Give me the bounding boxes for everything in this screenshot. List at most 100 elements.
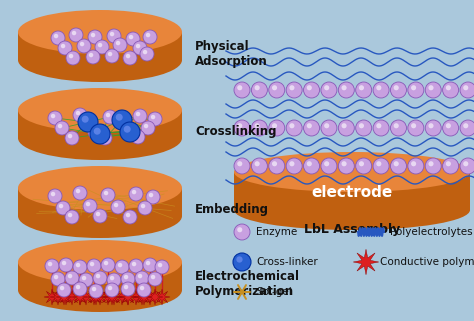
Circle shape <box>89 53 93 57</box>
Polygon shape <box>64 289 80 305</box>
Circle shape <box>356 120 372 136</box>
Circle shape <box>86 202 90 206</box>
Circle shape <box>463 161 468 166</box>
Circle shape <box>116 41 120 45</box>
Circle shape <box>373 158 389 174</box>
Circle shape <box>443 158 459 174</box>
Circle shape <box>54 34 58 38</box>
Circle shape <box>110 32 114 36</box>
Circle shape <box>98 43 102 47</box>
Circle shape <box>460 120 474 136</box>
Circle shape <box>107 29 121 43</box>
Circle shape <box>91 128 95 132</box>
Circle shape <box>425 82 441 98</box>
Ellipse shape <box>18 38 182 82</box>
Circle shape <box>88 125 102 139</box>
Polygon shape <box>128 289 144 305</box>
Circle shape <box>93 209 107 223</box>
Circle shape <box>143 258 157 272</box>
Circle shape <box>463 85 468 90</box>
Circle shape <box>391 120 407 136</box>
Circle shape <box>116 114 123 121</box>
Circle shape <box>57 283 71 297</box>
Circle shape <box>55 121 69 135</box>
Polygon shape <box>147 289 163 305</box>
Circle shape <box>341 85 346 90</box>
Circle shape <box>272 123 277 128</box>
Circle shape <box>118 263 122 267</box>
Circle shape <box>338 158 354 174</box>
Circle shape <box>289 85 294 90</box>
Circle shape <box>234 82 250 98</box>
Circle shape <box>391 82 407 98</box>
Circle shape <box>76 189 80 193</box>
Circle shape <box>255 85 260 90</box>
Circle shape <box>376 85 382 90</box>
Circle shape <box>373 120 389 136</box>
Circle shape <box>96 274 100 278</box>
Circle shape <box>98 131 112 145</box>
Circle shape <box>141 204 145 208</box>
Circle shape <box>66 51 80 65</box>
Circle shape <box>136 112 140 116</box>
Polygon shape <box>353 249 379 275</box>
Circle shape <box>90 124 110 144</box>
Circle shape <box>269 82 285 98</box>
Circle shape <box>391 158 407 174</box>
Polygon shape <box>104 289 120 305</box>
Circle shape <box>155 260 169 274</box>
Circle shape <box>94 128 100 135</box>
Polygon shape <box>18 262 182 290</box>
Circle shape <box>62 261 66 265</box>
Circle shape <box>106 113 110 117</box>
Circle shape <box>408 158 424 174</box>
Circle shape <box>251 82 267 98</box>
Circle shape <box>89 284 103 298</box>
Circle shape <box>143 30 157 44</box>
Circle shape <box>356 82 372 98</box>
Circle shape <box>73 282 87 296</box>
Circle shape <box>105 49 119 63</box>
Circle shape <box>76 111 80 115</box>
Circle shape <box>90 262 94 266</box>
Text: electrode: electrode <box>311 186 392 200</box>
Circle shape <box>234 120 250 136</box>
Circle shape <box>61 44 65 48</box>
Circle shape <box>237 85 242 90</box>
Circle shape <box>408 82 424 98</box>
Polygon shape <box>72 289 88 305</box>
Ellipse shape <box>18 194 182 238</box>
Circle shape <box>68 274 72 278</box>
Circle shape <box>48 111 62 125</box>
Circle shape <box>446 123 451 128</box>
Circle shape <box>286 158 302 174</box>
Circle shape <box>126 126 130 130</box>
Circle shape <box>72 31 76 35</box>
Circle shape <box>45 259 59 273</box>
Circle shape <box>88 30 102 44</box>
Ellipse shape <box>18 240 182 284</box>
Polygon shape <box>18 110 182 138</box>
Circle shape <box>60 286 64 290</box>
Circle shape <box>87 259 101 273</box>
Circle shape <box>77 39 91 53</box>
Ellipse shape <box>234 152 470 192</box>
Circle shape <box>115 260 129 274</box>
Polygon shape <box>114 289 130 305</box>
Circle shape <box>121 282 135 296</box>
Text: Embedding: Embedding <box>195 204 269 216</box>
Circle shape <box>80 42 84 46</box>
Circle shape <box>137 283 151 297</box>
Polygon shape <box>106 289 122 305</box>
Circle shape <box>321 82 337 98</box>
Circle shape <box>132 190 137 194</box>
Circle shape <box>289 123 294 128</box>
Text: Physical
Adsorption: Physical Adsorption <box>195 40 268 68</box>
Polygon shape <box>234 172 470 210</box>
Circle shape <box>158 263 162 267</box>
Circle shape <box>95 40 109 54</box>
Circle shape <box>376 161 382 166</box>
Polygon shape <box>154 289 170 305</box>
Circle shape <box>394 123 399 128</box>
Circle shape <box>146 33 150 37</box>
